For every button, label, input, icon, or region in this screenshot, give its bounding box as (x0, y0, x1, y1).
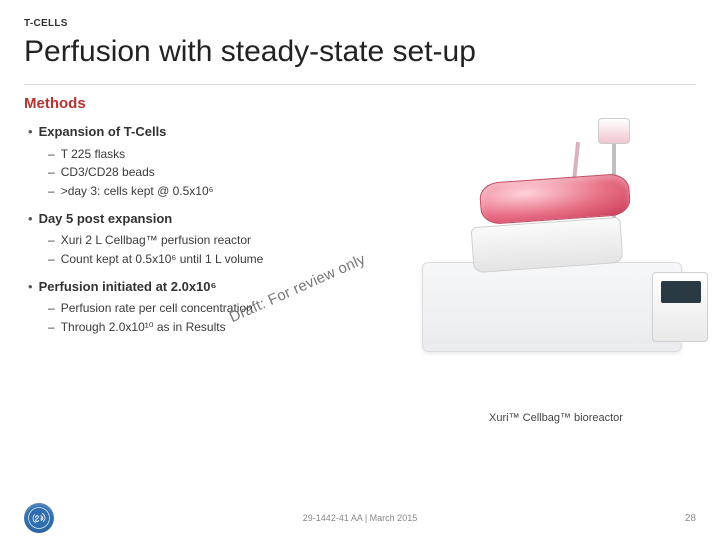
page-number: 28 (685, 513, 696, 524)
doc-reference: 29-1442-41 AA | March 2015 (303, 513, 417, 523)
bioreactor-figure (402, 122, 702, 402)
footer: 29-1442-41 AA | March 2015 28 (0, 496, 720, 540)
divider (24, 84, 696, 85)
bullet-label: Day 5 post expansion (39, 211, 173, 226)
iv-bag (598, 118, 630, 144)
page-title: Perfusion with steady-state set-up (24, 35, 696, 68)
bullet-label: Perfusion initiated at 2.0x10⁶ (39, 279, 217, 294)
figure-caption: Xuri™ Cellbag™ bioreactor (446, 412, 666, 424)
ge-logo (24, 503, 54, 533)
rocker-base (422, 262, 682, 352)
kicker: T-CELLS (24, 18, 696, 29)
bullet-label: Expansion of T-Cells (39, 124, 167, 139)
slide: T-CELLS Perfusion with steady-state set-… (0, 0, 720, 540)
controller-unit (652, 272, 708, 342)
content-area: Expansion of T-Cells T 225 flasks CD3/CD… (24, 122, 696, 472)
section-head: Methods (24, 95, 696, 112)
ge-logo-icon (28, 507, 50, 529)
